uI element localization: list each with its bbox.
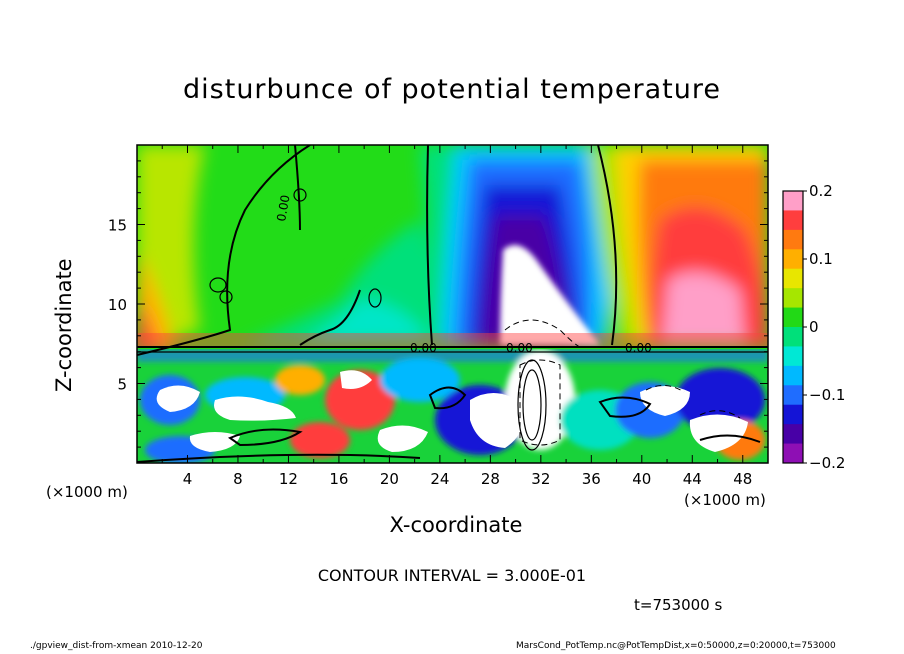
colorbar-tick-label: 0 bbox=[809, 318, 819, 336]
colorbar-swatch bbox=[783, 268, 803, 289]
x-tick-label: 12 bbox=[279, 470, 298, 488]
colorbar-labels: 0.2 0.1 0 −0.1 −0.2 bbox=[803, 182, 845, 472]
colorbar-tick-label: −0.1 bbox=[809, 386, 845, 404]
colorbar-swatch bbox=[783, 424, 803, 445]
contour-label: 0.00 bbox=[506, 341, 533, 355]
x-axis: 4 8 12 16 20 24 28 32 36 40 44 48 bbox=[161, 145, 769, 488]
x-tick-label: 44 bbox=[683, 470, 702, 488]
y-axis-label: Z-coordinate bbox=[52, 258, 76, 392]
time-stamp: t=753000 s bbox=[634, 596, 723, 614]
colorbar-swatch bbox=[783, 365, 803, 386]
x-axis-unit-right: (×1000 m) bbox=[684, 491, 766, 509]
colorbar-swatch bbox=[783, 229, 803, 250]
colorbar-swatch bbox=[783, 346, 803, 367]
contour-label: 0.00 bbox=[410, 341, 437, 355]
chart-title: disturbunce of potential temperature bbox=[183, 74, 721, 105]
colorbar-tick-label: 0.2 bbox=[809, 182, 833, 200]
contour-label: 0.00 bbox=[625, 341, 652, 355]
colorbar-swatch bbox=[783, 210, 803, 231]
heatmap-field: 0.00 0.00 0.00 0.00 bbox=[137, 145, 768, 463]
x-tick-label: 32 bbox=[531, 470, 550, 488]
y-tick-label: 15 bbox=[108, 217, 127, 235]
x-tick-label: 20 bbox=[380, 470, 399, 488]
x-axis-label: X-coordinate bbox=[389, 513, 523, 537]
x-tick-label: 48 bbox=[733, 470, 752, 488]
y-tick-label: 5 bbox=[117, 376, 127, 394]
colorbar-swatch bbox=[783, 404, 803, 425]
y-tick-label: 10 bbox=[108, 296, 127, 314]
colorbar bbox=[783, 191, 803, 464]
x-tick-label: 8 bbox=[233, 470, 243, 488]
x-tick-label: 40 bbox=[632, 470, 651, 488]
x-tick-label: 16 bbox=[329, 470, 348, 488]
x-tick-label: 28 bbox=[481, 470, 500, 488]
x-axis-unit-left: (×1000 m) bbox=[46, 483, 128, 501]
colorbar-swatch bbox=[783, 443, 803, 464]
footer-script-info: ./gpview_dist-from-xmean 2010-12-20 bbox=[30, 641, 203, 651]
footer-source-info: MarsCond_PotTemp.nc@PotTempDist,x=0:5000… bbox=[516, 641, 836, 651]
contour-lines bbox=[137, 145, 768, 463]
zero-contour-loops bbox=[209, 188, 547, 451]
x-tick-label: 24 bbox=[430, 470, 449, 488]
colorbar-swatch bbox=[783, 249, 803, 270]
colorbar-swatch bbox=[783, 191, 803, 211]
colorbar-swatch bbox=[783, 307, 803, 328]
colorbar-swatch bbox=[783, 327, 803, 347]
contour-interval-text: CONTOUR INTERVAL = 3.000E-01 bbox=[317, 566, 587, 585]
colorbar-tick-label: −0.2 bbox=[809, 454, 845, 472]
x-tick-label: 4 bbox=[183, 470, 193, 488]
colorbar-tick-label: 0.1 bbox=[809, 250, 833, 268]
colorbar-swatch bbox=[783, 385, 803, 406]
y-axis: 5 10 15 bbox=[108, 160, 768, 448]
colorbar-swatch bbox=[783, 288, 803, 309]
contour-label: 0.00 bbox=[274, 194, 292, 223]
x-tick-label: 36 bbox=[582, 470, 601, 488]
